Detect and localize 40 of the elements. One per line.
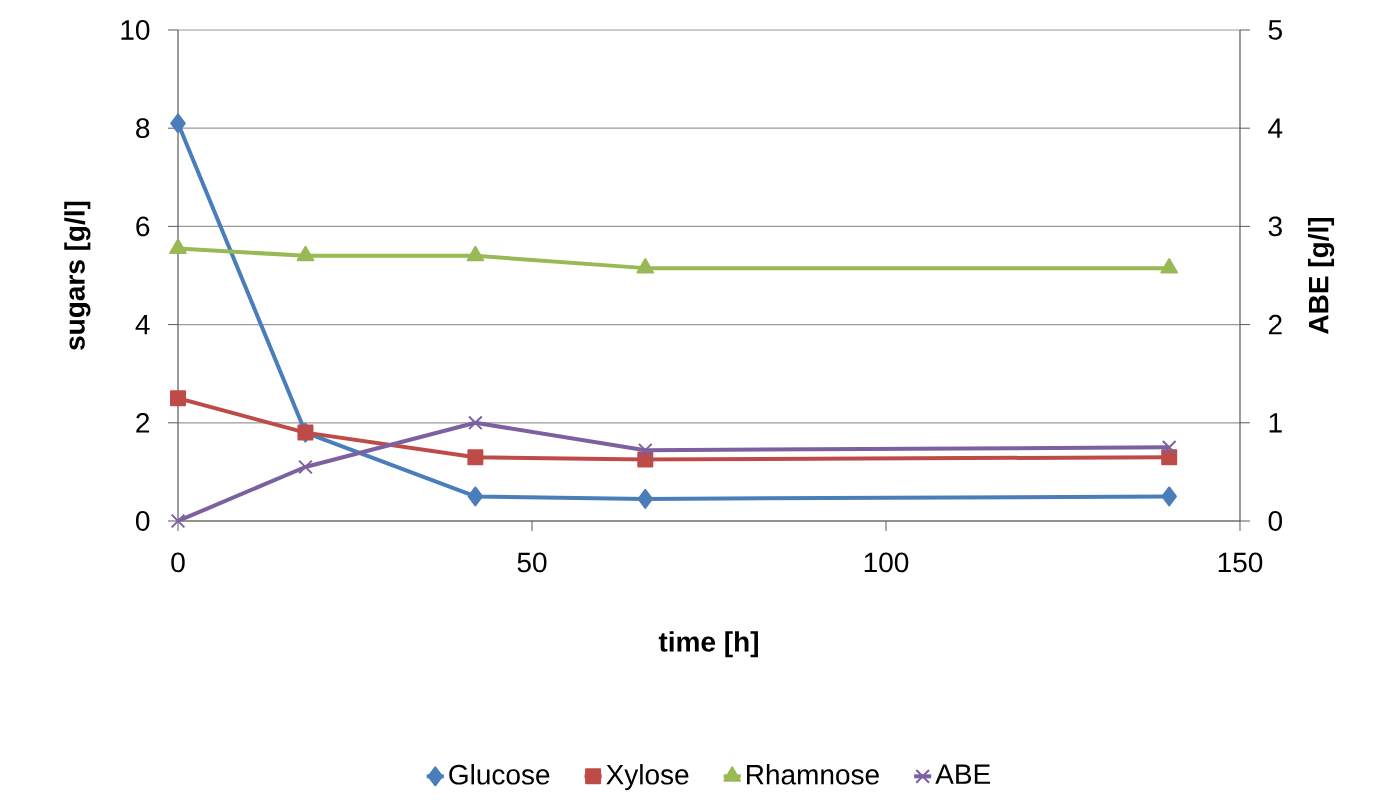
- y-tick-label: 4: [135, 314, 150, 335]
- legend-label: Rhamnose: [747, 764, 879, 785]
- y-axis-title: sugars [g/l]: [64, 201, 91, 350]
- y-tick-label: 8: [136, 118, 150, 139]
- point: [637, 451, 654, 468]
- point: [467, 449, 484, 466]
- point: [169, 238, 187, 254]
- point: [1160, 258, 1178, 274]
- point: [637, 488, 654, 509]
- x-tick-label: 0: [171, 552, 185, 573]
- y-tick-label: 2: [136, 413, 150, 433]
- legend-label: Xylose: [606, 764, 689, 791]
- y2-tick-label: 3: [1268, 216, 1282, 237]
- point: [466, 245, 485, 262]
- point: [637, 442, 653, 458]
- point: [467, 486, 484, 507]
- point: [468, 415, 483, 431]
- y2-tick-label: 4: [1268, 118, 1283, 138]
- point: [170, 513, 186, 529]
- x-tick-label: 150: [1218, 552, 1263, 573]
- y2-tick-label: 0: [1268, 511, 1282, 531]
- y-tick-label: 6: [136, 216, 150, 237]
- x-axis-title: time [h]: [658, 631, 758, 658]
- legend-label: Glucose: [449, 764, 550, 785]
- y2-tick-label: 5: [1268, 20, 1282, 40]
- y-tick-label: 10: [121, 20, 150, 40]
- y-tick-label: 0: [136, 511, 150, 531]
- point: [1161, 486, 1177, 507]
- y2-tick-label: 1: [1269, 413, 1282, 433]
- y2-tick-label: 2: [1268, 314, 1282, 335]
- point: [1161, 439, 1177, 455]
- y2-axis-title: ABE [g/l]: [1307, 217, 1335, 334]
- point: [636, 258, 655, 274]
- x-tick-label: 50: [517, 552, 547, 573]
- legend-label: ABE: [935, 764, 991, 784]
- point: [1161, 449, 1178, 466]
- point: [170, 390, 187, 407]
- point: [296, 245, 315, 262]
- x-tick-label: 100: [864, 552, 909, 573]
- point: [298, 459, 313, 475]
